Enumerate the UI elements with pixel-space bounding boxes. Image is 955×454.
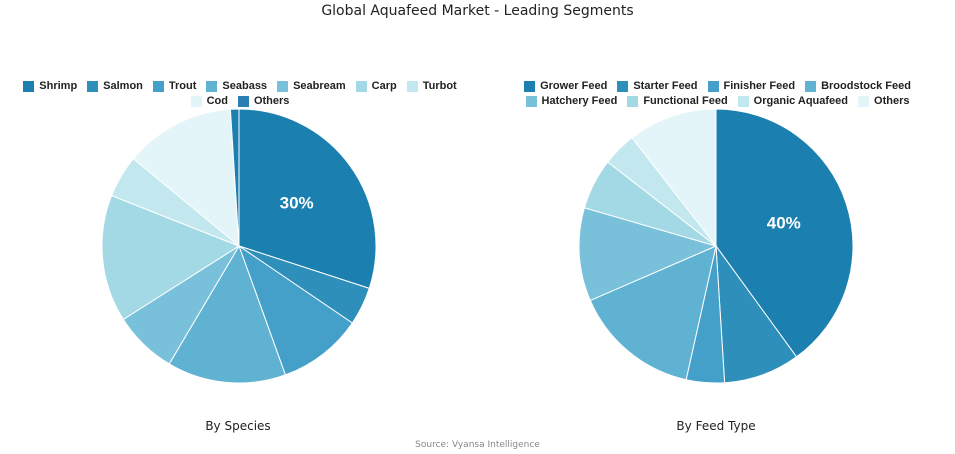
legend-item-feed-type-functional-feed: Functional Feed xyxy=(627,95,728,107)
legend-label: Turbot xyxy=(422,80,457,92)
legend-item-feed-type-broodstock-feed: Broodstock Feed xyxy=(805,80,911,92)
legend-swatch xyxy=(206,80,218,92)
source-note: Source: Vyansa Intelligence xyxy=(415,440,540,450)
caption-feed-type: By Feed Type xyxy=(676,419,756,433)
legend-label: Trout xyxy=(168,80,197,92)
legend-label: Broodstock Feed xyxy=(821,80,911,92)
legend-label: Grower Feed xyxy=(540,80,608,92)
caption-species: By Species xyxy=(205,419,271,433)
data-label-feed-type-grower-feed: 40% xyxy=(767,213,801,232)
legend-item-species-salmon: Salmon xyxy=(87,80,143,92)
legend-swatch xyxy=(617,80,629,92)
legend-swatch xyxy=(23,80,35,92)
legend-swatch xyxy=(525,95,537,107)
legend-label: Seabass xyxy=(222,80,268,92)
legend-item-feed-type-hatchery-feed: Hatchery Feed xyxy=(525,95,618,107)
data-label-species-shrimp: 30% xyxy=(280,194,314,213)
pie-slice-species-trout xyxy=(238,244,354,376)
legend-item-species-seabass: Seabass xyxy=(206,80,267,92)
legend-label: Others xyxy=(874,95,910,107)
legend-feed-type: Grower Feed Starter Feed Finisher Feed Broo… xyxy=(515,80,920,107)
legend-item-species-others: Others xyxy=(237,95,290,107)
legend-swatch xyxy=(627,95,639,107)
legend-item-species-cod: Cod xyxy=(190,95,228,107)
legend-label: Starter Feed xyxy=(633,80,698,92)
legend-item-feed-type-others: Others xyxy=(858,95,909,107)
legend-species: Shrimp Salmon Trout Seabass Seabream Carp Turb… xyxy=(5,80,475,107)
pie-slice-feed-type-hatchery-feed xyxy=(578,207,718,302)
legend-label: Carp xyxy=(371,80,397,92)
pie-slice-feed-type-broodstock-feed xyxy=(589,245,717,381)
legend-label: Seabream xyxy=(293,80,346,92)
pie-slice-species-cod xyxy=(132,108,240,248)
legend-swatch xyxy=(237,95,249,107)
legend-item-species-trout: Trout xyxy=(152,80,197,92)
legend-label: Shrimp xyxy=(39,80,78,92)
legend-item-feed-type-grower-feed: Grower Feed xyxy=(524,80,607,92)
legend-label: Organic Aquafeed xyxy=(753,95,849,107)
legend-swatch xyxy=(87,80,99,92)
legend-swatch xyxy=(277,80,289,92)
chart-title: Global Aquafeed Market - Leading Segment… xyxy=(321,3,634,19)
legend-swatch xyxy=(190,95,202,107)
legend-item-species-seabream: Seabream xyxy=(277,80,346,92)
pie-slice-feed-type-others xyxy=(631,108,717,248)
legend-swatch xyxy=(355,80,367,92)
legend-label: Salmon xyxy=(103,80,143,92)
legend-swatch xyxy=(805,80,817,92)
pie-slice-species-carp xyxy=(101,194,241,321)
legend-label: Others xyxy=(253,95,290,107)
legend-label: Functional Feed xyxy=(643,95,728,107)
legend-label: Finisher Feed xyxy=(723,80,796,92)
pie-slice-feed-type-grower-feed xyxy=(715,108,854,358)
pie-slice-species-others xyxy=(229,108,240,247)
pie-slice-species-shrimp xyxy=(238,108,377,289)
legend-swatch xyxy=(707,80,719,92)
legend-item-feed-type-finisher-feed: Finisher Feed xyxy=(707,80,796,92)
legend-label: Cod xyxy=(206,95,228,107)
legend-swatch xyxy=(406,80,418,92)
legend-item-species-turbot: Turbot xyxy=(406,80,457,92)
legend-label: Hatchery Feed xyxy=(541,95,618,107)
legend-item-feed-type-starter-feed: Starter Feed xyxy=(617,80,698,92)
legend-swatch xyxy=(858,95,870,107)
legend-swatch xyxy=(737,95,749,107)
legend-swatch xyxy=(152,80,164,92)
pie-slice-species-seabass xyxy=(168,244,287,384)
legend-swatch xyxy=(524,80,536,92)
legend-item-feed-type-organic-aquafeed: Organic Aquafeed xyxy=(737,95,849,107)
legend-item-species-carp: Carp xyxy=(355,80,397,92)
legend-item-species-shrimp: Shrimp xyxy=(23,80,77,92)
